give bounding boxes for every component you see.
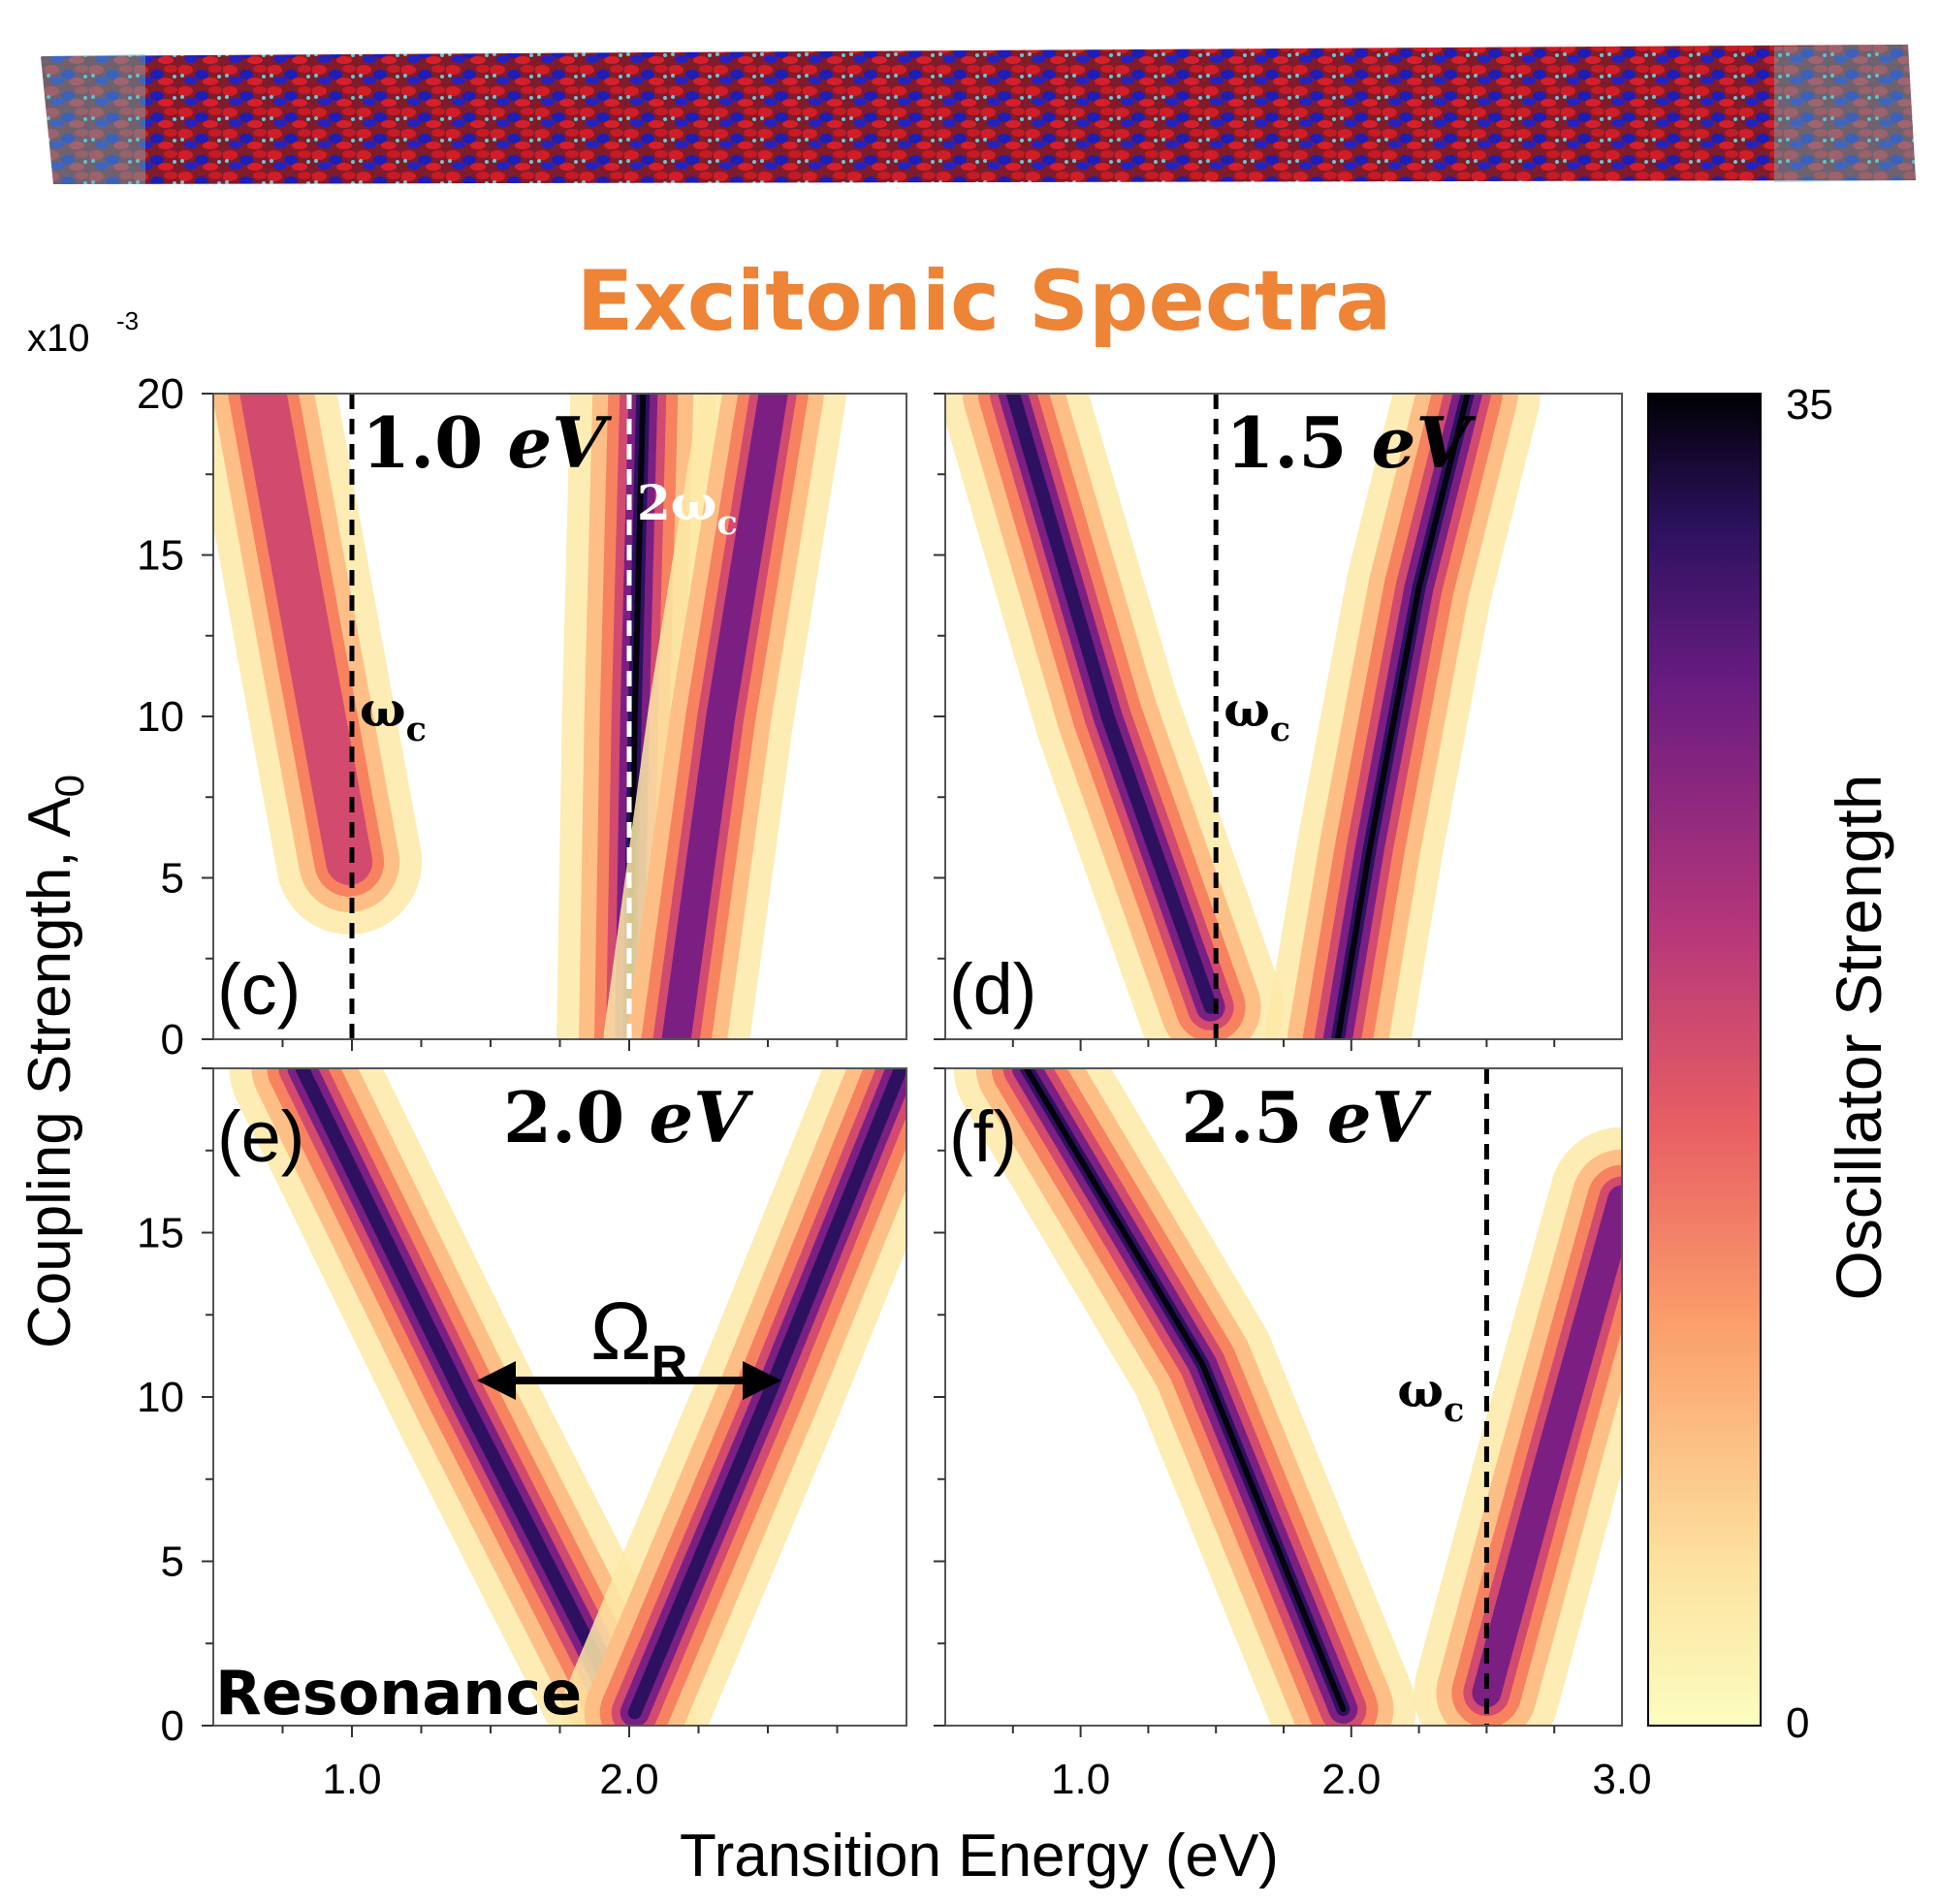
panel-letter: (c) — [217, 949, 301, 1030]
x-axis-title: Transition Energy (eV) — [680, 1823, 1279, 1889]
omega-c-label: ωc — [1397, 1361, 1464, 1430]
cavity-energy-label: 1.5 eV — [1225, 401, 1476, 484]
panel-d: (d) 1.5 eV ωc — [934, 393, 1623, 1051]
band-1-layer-6 — [295, 1068, 631, 1720]
y-scale-base: x10 — [27, 317, 90, 360]
y-axis-label: Coupling Strength, A — [16, 797, 83, 1349]
chart-title: Excitonic Spectra — [577, 253, 1392, 350]
omega-c-label: ωc — [360, 681, 427, 749]
band-1-layer-6 — [1005, 394, 1218, 1014]
y-tick-label: 0 — [161, 1702, 184, 1750]
colorbar-min-label: 0 — [1786, 1699, 1809, 1747]
cavity-energy-label: 2.5 eV — [1181, 1076, 1431, 1158]
x-tick-label: 3.0 — [1592, 1756, 1651, 1803]
panel-letter: (e) — [217, 1096, 304, 1177]
svg-text:Coupling Strength, A0: Coupling Strength, A0 — [16, 775, 92, 1349]
two-omega-c-label: 2ωc — [637, 474, 738, 543]
heatmap-panels: 0 5 10 15 20 (c) 1.0 eV ωc 2ωc (d) 1.5 eV ωc 0 5 10 15 1… — [137, 370, 1652, 1803]
y-scale-multiplier: x10 -3 — [27, 306, 139, 360]
y-axis-label-sub: 0 — [47, 775, 92, 797]
cavity-energy-label: 2.0 eV — [503, 1076, 753, 1158]
colorbar: 35 0 Oscillator Strength — [1647, 381, 1894, 1747]
heatmap-bands — [953, 1068, 1622, 1726]
omega-c-label: ωc — [1224, 681, 1290, 749]
band-1-layer-7 — [1023, 1068, 1347, 1713]
band-2-layer-7 — [1334, 394, 1471, 1039]
y-tick-label: 15 — [137, 532, 184, 580]
y-tick-label: 10 — [137, 1374, 184, 1421]
band-2-layer-5 — [1472, 1185, 1622, 1708]
y-tick-label: 5 — [161, 1539, 184, 1586]
x-tick-label: 2.0 — [599, 1756, 658, 1803]
nanotube-molecule-image — [41, 45, 1916, 184]
y-axis-title: Coupling Strength, A0 — [16, 775, 92, 1349]
panel-e: 0 5 10 15 1.0 2.0 (e) 2.0 eV ΩR Resonance — [137, 1067, 907, 1803]
cavity-energy-label: 1.0 eV — [362, 401, 612, 484]
y-scale-exponent: -3 — [116, 306, 139, 335]
band-1-layer-4 — [239, 394, 373, 885]
x-tick-label: 2.0 — [1321, 1756, 1381, 1803]
colorbar-gradient — [1647, 393, 1762, 1727]
panel-letter: (d) — [949, 949, 1036, 1030]
panel-c: 0 5 10 15 20 (c) 1.0 eV ωc 2ωc — [137, 370, 907, 1063]
band-3-layer-5 — [661, 394, 788, 1039]
panel-f: 1.0 2.0 3.0 (f) 2.5 eV ωc — [934, 1067, 1652, 1803]
x-tick-label: 1.0 — [1051, 1756, 1110, 1803]
y-tick-label: 10 — [137, 693, 184, 741]
rabi-splitting-label: ΩR — [590, 1285, 687, 1392]
colorbar-max-label: 35 — [1786, 381, 1833, 428]
panel-letter: (f) — [949, 1096, 1017, 1177]
heatmap-bands — [945, 394, 1541, 1039]
y-tick-label: 5 — [161, 855, 184, 903]
y-tick-label: 20 — [137, 370, 184, 418]
resonance-label: Resonance — [215, 1658, 582, 1729]
colorbar-title: Oscillator Strength — [1823, 775, 1894, 1301]
y-tick-label: 15 — [137, 1210, 184, 1257]
x-tick-label: 1.0 — [322, 1756, 381, 1803]
y-tick-label: 0 — [161, 1016, 184, 1063]
